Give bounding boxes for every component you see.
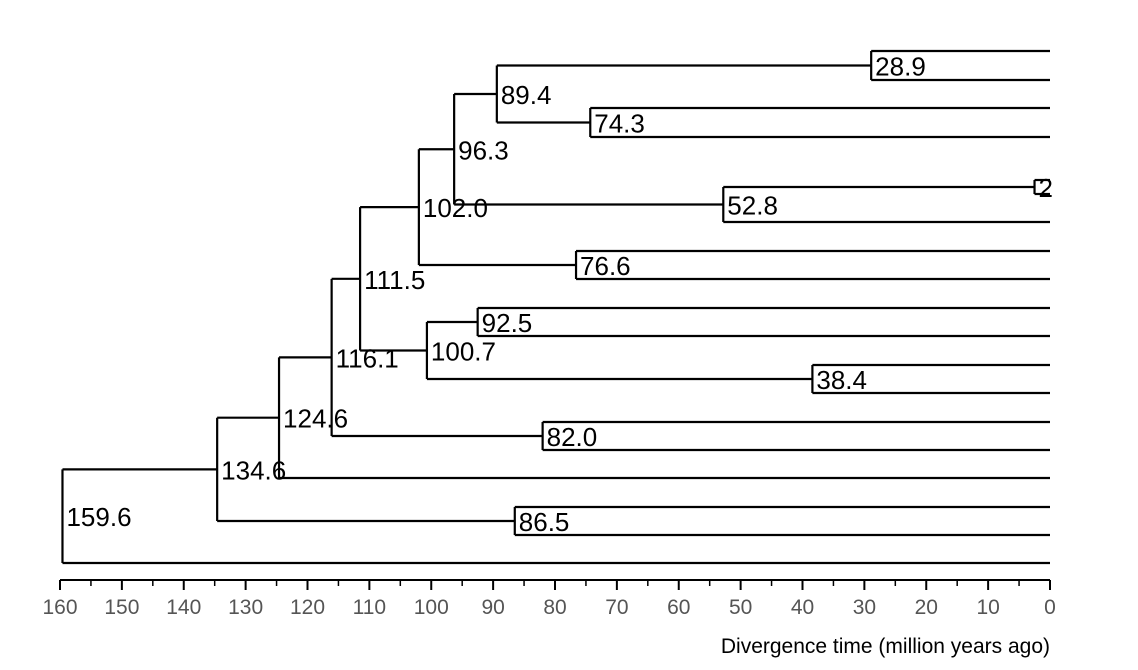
node-label-n74: 74.3 [594, 109, 645, 139]
axis-tick-label-110: 110 [353, 596, 386, 619]
node-label-n76: 76.6 [580, 251, 631, 281]
node-label-n159: 159.6 [66, 502, 131, 532]
axis-tick-label-90: 90 [481, 596, 504, 619]
node-label-n111: 111.5 [364, 265, 425, 295]
axis-tick-label-30: 30 [853, 596, 876, 619]
axis-tick-label-100: 100 [414, 596, 449, 619]
axis-tick-label-130: 130 [228, 596, 263, 619]
node-label-n100: 100.7 [431, 337, 496, 367]
axis-title: Divergence time (million years ago) [721, 635, 1050, 658]
node-label-n102: 102.0 [423, 193, 488, 223]
node-label-n86: 86.5 [519, 507, 570, 537]
node-label-n89: 89.4 [501, 80, 552, 110]
axis-tick-label-160: 160 [42, 596, 77, 619]
axis-tick-label-150: 150 [104, 596, 139, 619]
axis-tick-label-80: 80 [543, 596, 566, 619]
node-label-n52: 52.8 [727, 191, 778, 221]
node-label-n38: 38.4 [816, 365, 867, 395]
axis-tick-label-40: 40 [791, 596, 814, 619]
axis-tick-label-120: 120 [290, 596, 325, 619]
axis-tick-label-50: 50 [729, 596, 752, 619]
node-label-n124: 124.6 [283, 404, 348, 434]
node-label-n96: 96.3 [458, 135, 509, 165]
right-edge-mask [1052, 0, 1138, 575]
axis-tick-label-20: 20 [915, 596, 938, 619]
node-label-n92: 92.5 [482, 308, 533, 338]
axis-tick-label-140: 140 [166, 596, 201, 619]
node-label-n28: 28.9 [875, 52, 926, 82]
node-label-n116: 116.1 [336, 343, 399, 373]
node-label-n82: 82.0 [547, 422, 598, 452]
node-label-n2: 2 [1039, 173, 1053, 203]
axis-tick-label-70: 70 [605, 596, 628, 619]
axis-tick-label-0: 0 [1044, 596, 1056, 619]
axis-tick-label-10: 10 [976, 596, 999, 619]
axis-tick-label-60: 60 [667, 596, 690, 619]
node-label-n134: 134.6 [221, 455, 286, 485]
